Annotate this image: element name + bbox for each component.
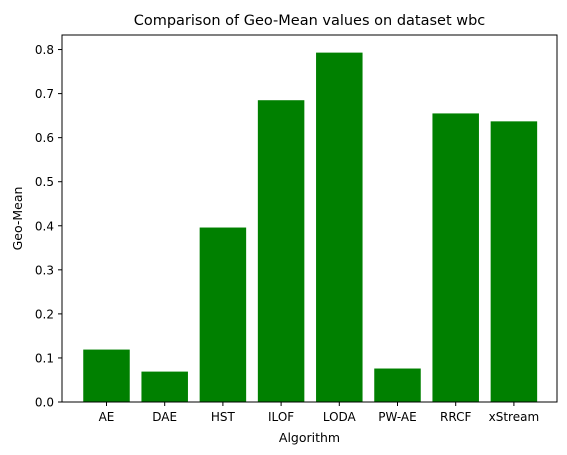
x-tick-label: ILOF bbox=[268, 410, 294, 424]
bar-hst bbox=[199, 227, 247, 402]
y-tick-label: 0.2 bbox=[35, 307, 54, 321]
chart-title: Comparison of Geo-Mean values on dataset… bbox=[134, 13, 486, 29]
x-tick-label: LODA bbox=[323, 410, 357, 424]
x-tick-label: DAE bbox=[152, 410, 177, 424]
x-tick-label: AE bbox=[99, 410, 115, 424]
y-axis-label: Geo-Mean bbox=[10, 187, 25, 251]
x-axis-label: Algorithm bbox=[279, 430, 340, 445]
bars-group bbox=[83, 52, 538, 403]
y-tick-label: 0.4 bbox=[35, 219, 54, 233]
bar-dae bbox=[141, 371, 188, 402]
y-tick-label: 0.0 bbox=[35, 396, 54, 410]
y-tick-label: 0.7 bbox=[35, 87, 54, 101]
bar-xstream bbox=[490, 121, 538, 402]
bar-ae bbox=[83, 349, 130, 402]
y-axis: 0.0 0.1 0.2 0.3 0.4 0.5 0.6 0.7 0.8 bbox=[35, 43, 62, 410]
x-tick-label: xStream bbox=[489, 410, 540, 424]
x-axis: AE DAE HST ILOF LODA PW-AE RRCF xStream bbox=[99, 402, 540, 424]
x-tick-label: HST bbox=[211, 410, 236, 424]
bar-pw-ae bbox=[374, 368, 421, 402]
y-tick-label: 0.5 bbox=[35, 175, 54, 189]
y-tick-label: 0.3 bbox=[35, 263, 54, 277]
bar-ilof bbox=[257, 100, 305, 403]
y-tick-label: 0.1 bbox=[35, 351, 54, 365]
bar-loda bbox=[316, 52, 363, 403]
x-tick-label: RRCF bbox=[440, 410, 471, 424]
bar-rrcf bbox=[432, 113, 479, 403]
y-tick-label: 0.6 bbox=[35, 131, 54, 145]
y-tick-label: 0.8 bbox=[35, 43, 54, 57]
plot-frame bbox=[61, 34, 558, 403]
x-tick-label: PW-AE bbox=[378, 410, 416, 424]
